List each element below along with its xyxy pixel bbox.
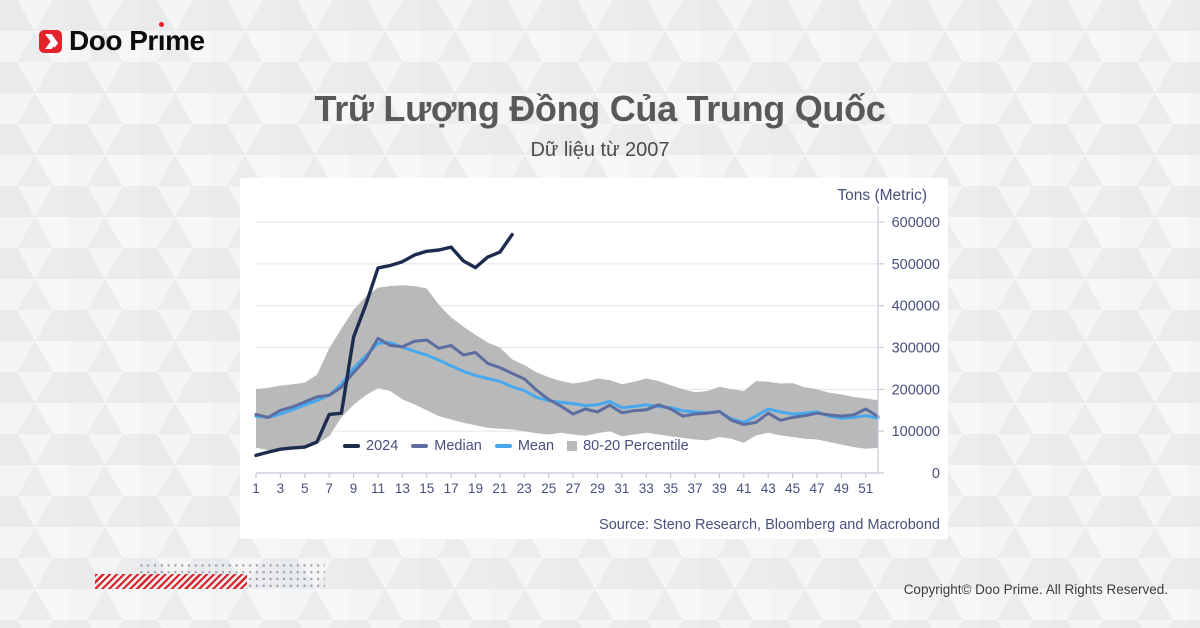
y-tick-label: 400000 — [892, 299, 940, 315]
line-mean — [254, 341, 880, 424]
chart-panel: 0 100000 200000 300000 400000 500000 600000 1 3 5… — [240, 178, 948, 539]
legend-swatch — [411, 444, 429, 448]
legend-swatch — [494, 444, 512, 448]
line-2024 — [254, 232, 514, 458]
legend-item-median: Median — [411, 438, 482, 454]
chart-source: Source: Steno Research, Bloomberg and Ma… — [599, 517, 940, 533]
copyright-text: Copyright© Doo Prime. All Rights Reserve… — [903, 582, 1168, 597]
page-title: Trữ Lượng Đồng Của Trung Quốc — [314, 88, 886, 129]
doo-prime-wordmark: Doo Prı me — [69, 22, 205, 55]
y-tick-label: 0 — [932, 466, 940, 482]
x-tick-label: 43 — [761, 481, 776, 496]
percentile-band — [256, 285, 878, 451]
y-tick-label: 300000 — [892, 341, 940, 357]
x-tick-label: 17 — [444, 481, 459, 496]
legend-label: Mean — [517, 438, 555, 454]
x-tick-label: 23 — [517, 481, 532, 496]
legend-item-2024: 2024 — [343, 438, 398, 454]
x-tick-label: 1 — [252, 481, 260, 496]
x-tick-label: 13 — [395, 481, 410, 496]
legend-item-80-20-percentile: 80-20 Percentile — [567, 438, 689, 454]
x-tick-label: 9 — [350, 481, 358, 496]
line-median — [254, 336, 880, 426]
x-tick-label: 31 — [614, 481, 629, 496]
x-tick-label: 25 — [541, 481, 556, 496]
x-tick-label: 47 — [810, 481, 825, 496]
x-tick-label: 29 — [590, 481, 605, 496]
chart-legend: 2024 Median Mean 80-20 Percentile — [343, 438, 689, 454]
x-tick-label: 37 — [688, 481, 703, 496]
logo-i-dot — [158, 22, 164, 27]
y-tick-label: 500000 — [892, 257, 940, 273]
x-tick-label: 3 — [277, 481, 285, 496]
legend-label: 80-20 Percentile — [583, 438, 689, 454]
legend-label: 2024 — [366, 438, 399, 454]
x-tick-label: 27 — [566, 481, 581, 496]
page-subtitle: Dữ liệu từ 2007 — [530, 139, 670, 161]
y-axis-title: Tons (Metric) — [837, 187, 927, 204]
x-tick-label: 51 — [858, 481, 873, 496]
doo-prime-logo-icon — [39, 29, 62, 53]
doo-prime-logo: Doo Prı me — [39, 22, 205, 55]
x-tick-label: 21 — [492, 481, 507, 496]
x-tick-label: 11 — [371, 481, 385, 496]
x-tick-label: 45 — [785, 481, 800, 496]
legend-swatch — [343, 444, 360, 448]
x-tick-label: 35 — [663, 481, 678, 496]
y-tick-label: 100000 — [892, 424, 940, 440]
x-tick-label: 49 — [834, 481, 849, 496]
y-tick-label: 200000 — [892, 382, 940, 398]
x-tick-label: 5 — [301, 481, 309, 496]
legend-label: Median — [434, 438, 482, 454]
legend-swatch — [567, 441, 578, 451]
x-tick-label: 41 — [736, 481, 751, 496]
y-tick-label: 600000 — [892, 215, 940, 231]
x-tick-label: 7 — [325, 481, 333, 496]
x-tick-label: 19 — [468, 481, 483, 496]
x-tick-label: 39 — [712, 481, 727, 496]
x-tick-label: 33 — [639, 481, 654, 496]
red-stripes-decoration — [95, 574, 247, 589]
x-tick-label: 15 — [419, 481, 434, 496]
legend-item-mean: Mean — [494, 438, 555, 454]
